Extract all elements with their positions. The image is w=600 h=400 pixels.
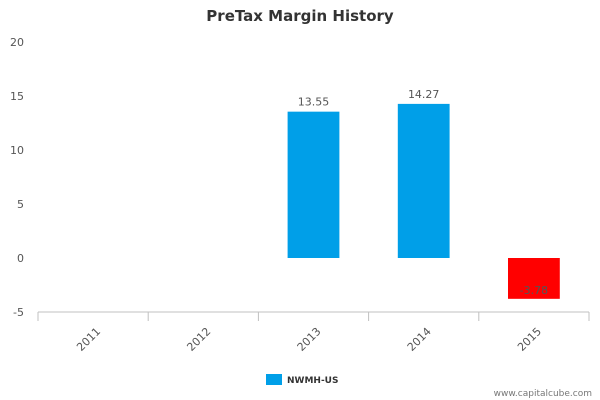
data-label-2015: -3.78 — [520, 284, 548, 297]
x-tick-label: 2015 — [515, 325, 544, 354]
y-tick-label: -5 — [13, 306, 24, 319]
credit-text: www.capitalcube.com — [494, 389, 592, 399]
chart-title: PreTax Margin History — [206, 7, 394, 25]
x-tick-label: 2011 — [74, 325, 103, 354]
x-tick-label: 2012 — [184, 325, 213, 354]
y-axis-ticks: -5 0 5 10 15 20 — [10, 36, 24, 319]
legend-swatch — [266, 374, 282, 385]
x-tick-label: 2013 — [295, 325, 324, 354]
bar-2015[interactable] — [508, 258, 560, 299]
data-label-2014: 14.27 — [408, 88, 440, 101]
y-tick-label: 15 — [10, 90, 24, 103]
data-labels: 13.55 14.27 -3.78 — [298, 88, 548, 297]
y-tick-label: 5 — [17, 198, 24, 211]
bars — [287, 103, 560, 299]
legend-label: NWMH-US — [287, 376, 338, 386]
y-tick-label: 20 — [10, 36, 24, 49]
bar-2014[interactable] — [397, 103, 450, 258]
y-tick-label: 0 — [17, 252, 24, 265]
legend[interactable]: NWMH-US — [266, 374, 338, 386]
bar-2013[interactable] — [287, 111, 340, 258]
x-tick-label: 2014 — [405, 325, 434, 354]
data-label-2013: 13.55 — [298, 96, 330, 109]
x-axis-ticks: 2011 2012 2013 2014 2015 — [37, 312, 590, 354]
y-tick-label: 10 — [10, 144, 24, 157]
